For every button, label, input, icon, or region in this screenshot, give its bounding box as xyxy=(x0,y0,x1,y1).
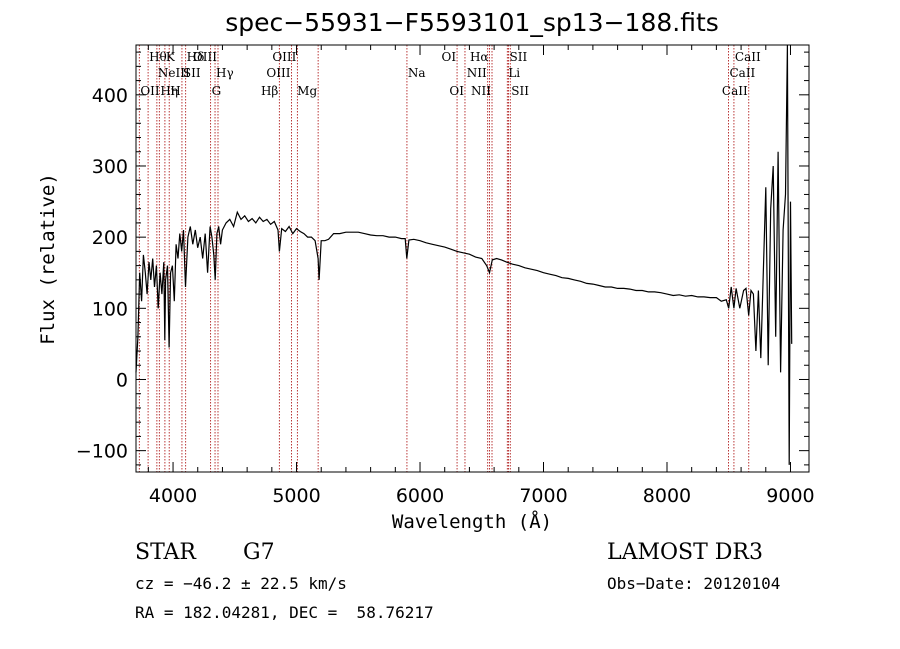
coordinates: RA = 182.04281, DEC = 58.76217 xyxy=(135,603,434,622)
spectral-line-label: Hγ xyxy=(216,66,234,80)
y-tick-label: 100 xyxy=(92,298,128,320)
spectral-line-label: OIII xyxy=(193,50,217,64)
spectral-line-label: OII xyxy=(140,84,160,98)
spectral-line-label: SII xyxy=(510,50,528,64)
object-subclass: G7 xyxy=(243,540,275,565)
y-tick-label: 0 xyxy=(116,369,128,391)
y-tick-label: −100 xyxy=(76,441,128,463)
spectral-line-label: OIII xyxy=(266,66,290,80)
spectral-line-label: K xyxy=(166,50,176,64)
object-class: STAR xyxy=(135,540,196,565)
x-tick-label: 5000 xyxy=(272,485,320,507)
x-tick-label: 8000 xyxy=(643,485,691,507)
spectral-line-markers xyxy=(138,45,750,472)
chart-title: spec−55931−F5593101_sp13−188.fits xyxy=(225,8,719,37)
spectral-line-label: H xyxy=(170,84,180,98)
y-tick-label: 300 xyxy=(92,156,128,178)
spectral-line-label: Hδ xyxy=(187,50,205,64)
x-axis-label: Wavelength (Å) xyxy=(392,510,552,533)
y-tick-label: 400 xyxy=(92,85,128,107)
spectral-line-label: SII xyxy=(183,66,201,80)
spectral-line-label: Na xyxy=(408,66,426,80)
spectral-line-label: Mg xyxy=(297,84,317,98)
survey-name: LAMOST DR3 xyxy=(607,540,763,565)
plot-frame xyxy=(135,44,810,473)
spectral-line-label: Hθ xyxy=(149,50,167,64)
y-tick-label: 200 xyxy=(92,227,128,249)
spectral-line-label: CaII xyxy=(735,50,761,64)
x-tick-label: 9000 xyxy=(766,485,814,507)
spectral-line-label: Li xyxy=(508,66,520,80)
spectral-line-label: G xyxy=(212,84,222,98)
spectrum-series-line xyxy=(135,44,793,465)
x-tick-label: 7000 xyxy=(519,485,567,507)
redshift-value: cz = −46.2 ± 22.5 km/s xyxy=(135,574,347,593)
spectral-line-label: NeIII xyxy=(158,66,190,80)
y-axis: −100 0 100 200 300 400 xyxy=(76,51,809,466)
spectral-line-label: OI xyxy=(441,50,456,64)
observation-date: Obs−Date: 20120104 xyxy=(607,574,781,593)
x-tick-label: 4000 xyxy=(149,485,197,507)
spectral-line-labels: OIIHθNeIIIHηKHSIIHδGHγOIIIHβOIIIOIIIMgNa… xyxy=(140,50,761,98)
x-tick-label: 6000 xyxy=(396,485,444,507)
spectral-line-label: Hα xyxy=(470,50,489,64)
spectral-line-label: OI xyxy=(449,84,464,98)
spectral-line-label: CaII xyxy=(729,66,755,80)
spectral-line-label: NII xyxy=(467,66,487,80)
spectral-line-label: SII xyxy=(511,84,529,98)
spectral-line-label: NII xyxy=(471,84,491,98)
spectral-line-label: CaII xyxy=(722,84,748,98)
spectral-line-label: Hβ xyxy=(261,84,278,98)
y-axis-label: Flux (relative) xyxy=(37,173,59,345)
x-axis: 4000 5000 6000 7000 8000 9000 xyxy=(147,45,815,507)
spectral-line-label: Hη xyxy=(160,84,178,98)
spectral-line-label: OIII xyxy=(272,50,296,64)
